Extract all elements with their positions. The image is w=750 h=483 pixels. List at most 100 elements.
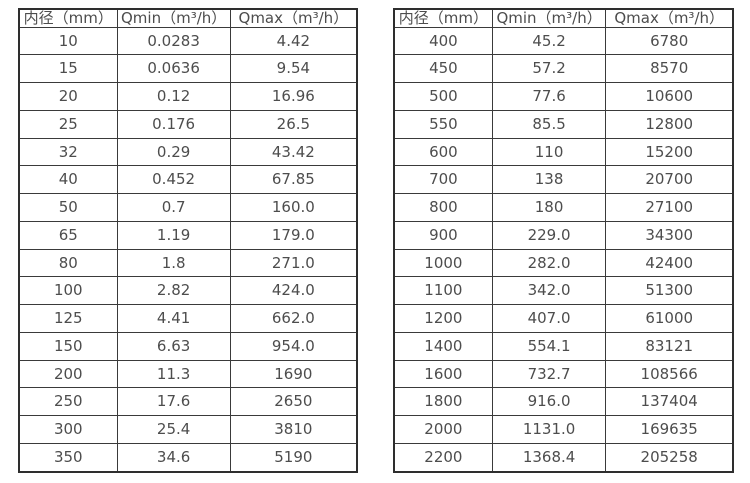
table-row: 20 0.12 16.96 — [18, 82, 358, 111]
table-cell: 100 — [18, 276, 118, 305]
table-cell: 12800 — [605, 109, 734, 139]
table-cell: 150 — [18, 331, 118, 361]
table-cell: 0.0636 — [116, 54, 231, 83]
table-row: 600 110 15200 — [393, 137, 734, 167]
table-cell: 300 — [18, 415, 118, 444]
table-row: 900 229.0 34300 — [393, 220, 734, 250]
table-cell: 110 — [491, 137, 607, 167]
table-cell: 45.2 — [491, 26, 607, 56]
table-cell: 20 — [18, 82, 118, 111]
table-row: 25 0.176 26.5 — [18, 109, 358, 139]
table-row: 450 57.2 8570 — [393, 54, 734, 83]
table-cell: 0.0283 — [116, 26, 231, 56]
table-row: 40 0.452 67.85 — [18, 165, 358, 194]
table-cell: 1400 — [393, 331, 493, 361]
table-cell: 424.0 — [229, 276, 358, 305]
table-cell: 2.82 — [116, 276, 231, 305]
large-diameter-flow-table: 内径（mm） Qmin（m³/h） Qmax（m³/h） 400 45.2 6780… — [393, 8, 734, 473]
table-row: 250 17.6 2650 — [18, 387, 358, 416]
table-cell: 450 — [393, 54, 493, 83]
table-cell: 1200 — [393, 304, 493, 333]
table-cell: 138 — [491, 165, 607, 194]
table-cell: 250 — [18, 387, 118, 416]
table-cell: 229.0 — [491, 220, 607, 250]
table-cell: 77.6 — [491, 82, 607, 111]
table-row: 2200 1368.4 205258 — [393, 442, 734, 473]
table-cell: 400 — [393, 26, 493, 56]
table-cell: 550 — [393, 109, 493, 139]
table-cell: 0.176 — [116, 109, 231, 139]
header-qmax: Qmax（m³/h） — [229, 8, 358, 28]
table-cell: 600 — [393, 137, 493, 167]
table-row: 550 85.5 12800 — [393, 109, 734, 139]
table-cell: 67.85 — [229, 165, 358, 194]
table-cell: 5190 — [229, 442, 358, 473]
table-row: 500 77.6 10600 — [393, 82, 734, 111]
table-cell: 1100 — [393, 276, 493, 305]
table-cell: 17.6 — [116, 387, 231, 416]
header-qmin: Qmin（m³/h） — [116, 8, 231, 28]
table-cell: 125 — [18, 304, 118, 333]
table-header-row: 内径（mm） Qmin（m³/h） Qmax（m³/h） — [18, 8, 358, 28]
table-row: 1100 342.0 51300 — [393, 276, 734, 305]
table-cell: 40 — [18, 165, 118, 194]
table-cell: 80 — [18, 248, 118, 278]
table-row: 1600 732.7 108566 — [393, 359, 734, 389]
table-cell: 27100 — [605, 193, 734, 222]
table-cell: 169635 — [605, 415, 734, 444]
table-body: 400 45.2 6780 450 57.2 8570 500 77.6 10600 550 85.… — [393, 26, 734, 473]
table-cell: 6.63 — [116, 331, 231, 361]
table-cell: 1000 — [393, 248, 493, 278]
table-cell: 3810 — [229, 415, 358, 444]
table-row: 80 1.8 271.0 — [18, 248, 358, 278]
table-row: 1200 407.0 61000 — [393, 304, 734, 333]
table-row: 700 138 20700 — [393, 165, 734, 194]
table-row: 150 6.63 954.0 — [18, 331, 358, 361]
table-cell: 25 — [18, 109, 118, 139]
table-cell: 42400 — [605, 248, 734, 278]
table-cell: 179.0 — [229, 220, 358, 250]
table-cell: 800 — [393, 193, 493, 222]
table-cell: 15 — [18, 54, 118, 83]
table-cell: 57.2 — [491, 54, 607, 83]
table-cell: 0.7 — [116, 193, 231, 222]
table-row: 125 4.41 662.0 — [18, 304, 358, 333]
table-cell: 954.0 — [229, 331, 358, 361]
table-cell: 160.0 — [229, 193, 358, 222]
table-row: 50 0.7 160.0 — [18, 193, 358, 222]
table-row: 100 2.82 424.0 — [18, 276, 358, 305]
table-cell: 2650 — [229, 387, 358, 416]
table-row: 400 45.2 6780 — [393, 26, 734, 56]
table-cell: 732.7 — [491, 359, 607, 389]
table-row: 350 34.6 5190 — [18, 442, 358, 473]
table-row: 10 0.0283 4.42 — [18, 26, 358, 56]
table-cell: 4.42 — [229, 26, 358, 56]
table-cell: 554.1 — [491, 331, 607, 361]
table-cell: 0.29 — [116, 137, 231, 167]
table-cell: 500 — [393, 82, 493, 111]
table-cell: 350 — [18, 442, 118, 473]
table-cell: 180 — [491, 193, 607, 222]
table-cell: 65 — [18, 220, 118, 250]
table-cell: 32 — [18, 137, 118, 167]
table-cell: 271.0 — [229, 248, 358, 278]
table-cell: 200 — [18, 359, 118, 389]
table-cell: 43.42 — [229, 137, 358, 167]
table-cell: 1.19 — [116, 220, 231, 250]
table-row: 65 1.19 179.0 — [18, 220, 358, 250]
table-cell: 2200 — [393, 442, 493, 473]
table-cell: 1368.4 — [491, 442, 607, 473]
table-cell: 10 — [18, 26, 118, 56]
table-cell: 1.8 — [116, 248, 231, 278]
table-cell: 61000 — [605, 304, 734, 333]
table-cell: 282.0 — [491, 248, 607, 278]
table-cell: 700 — [393, 165, 493, 194]
table-row: 32 0.29 43.42 — [18, 137, 358, 167]
table-row: 800 180 27100 — [393, 193, 734, 222]
table-cell: 34.6 — [116, 442, 231, 473]
table-cell: 4.41 — [116, 304, 231, 333]
table-cell: 0.12 — [116, 82, 231, 111]
table-cell: 10600 — [605, 82, 734, 111]
header-inner-diameter: 内径（mm） — [18, 8, 118, 28]
table-cell: 34300 — [605, 220, 734, 250]
